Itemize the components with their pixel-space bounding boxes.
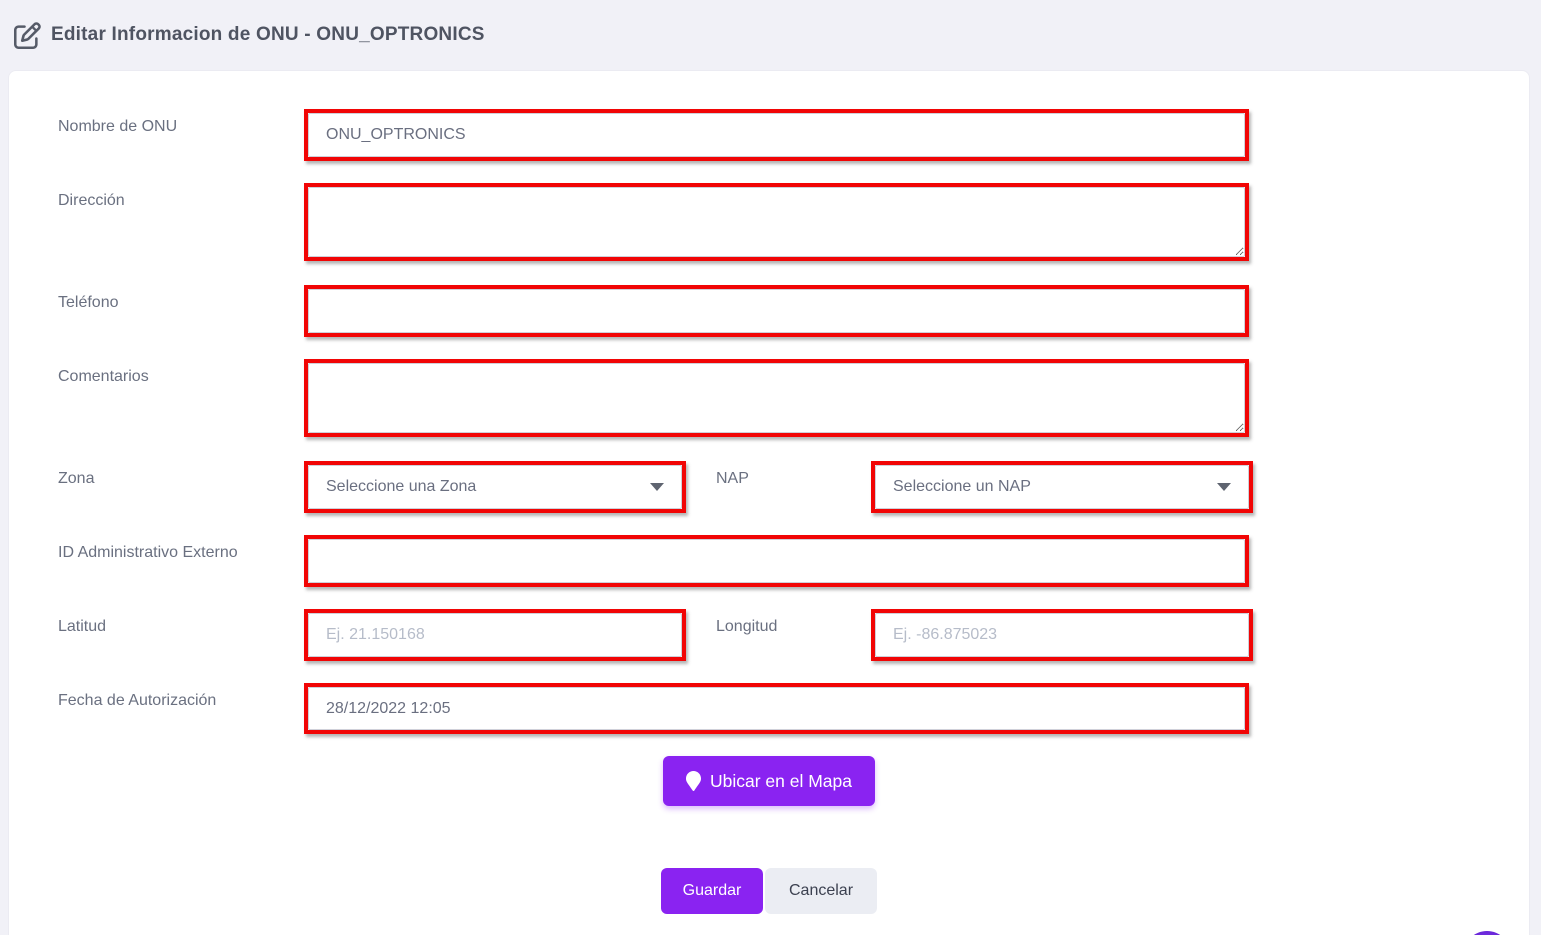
row-id-admin: ID Administrativo Externo [58,535,1249,587]
telefono-input[interactable] [308,289,1245,333]
id-admin-input[interactable] [308,539,1245,583]
comentarios-annotation-box [304,359,1249,437]
nap-select-value: Seleccione un NAP [893,478,1031,495]
nap-select[interactable]: Seleccione un NAP [875,465,1249,509]
ubicar-button-label: Ubicar en el Mapa [709,770,853,791]
fecha-annotation-box [304,683,1249,734]
row-comentarios: Comentarios [58,359,1249,437]
floating-action-button[interactable] [1463,931,1511,935]
row-telefono: Teléfono [58,285,1249,337]
actions-row: Guardar Cancelar [9,868,1529,914]
zona-label: Zona [58,470,95,487]
telefono-label: Teléfono [58,294,119,311]
zona-select-value: Seleccione una Zona [326,478,477,495]
edit-icon [14,21,41,49]
nombre-label: Nombre de ONU [58,118,178,135]
row-zona-nap: Zona Seleccione una Zona NAP Seleccione … [58,461,1253,513]
comentarios-textarea[interactable] [308,363,1245,433]
page-header: Editar Informacion de ONU - ONU_OPTRONIC… [0,0,1541,70]
chevron-down-icon [1217,483,1231,491]
latitud-input[interactable] [308,613,682,657]
row-fecha: Fecha de Autorización [58,683,1249,734]
map-pin-icon [685,771,701,791]
longitud-label: Longitud [716,618,778,635]
row-direccion: Dirección [58,183,1249,261]
direccion-label: Dirección [58,192,125,209]
id-admin-annotation-box [304,535,1249,587]
guardar-button[interactable]: Guardar [661,868,763,914]
direccion-textarea[interactable] [308,187,1245,257]
longitud-annotation-box [871,609,1253,661]
latitud-annotation-box [304,609,686,661]
row-lat-lng: Latitud Longitud [58,609,1253,661]
nap-label: NAP [716,470,749,487]
id-admin-label: ID Administrativo Externo [58,544,238,561]
latitud-label: Latitud [58,618,107,635]
telefono-annotation-box [304,285,1249,337]
fecha-input[interactable] [308,687,1245,730]
nap-annotation-box: Seleccione un NAP [871,461,1253,513]
chevron-down-icon [650,483,664,491]
fecha-label: Fecha de Autorización [58,692,217,709]
form-card: Nombre de ONU Dirección Teléfono Comenta… [8,70,1530,935]
zona-annotation-box: Seleccione una Zona [304,461,686,513]
ubicar-en-mapa-button[interactable]: Ubicar en el Mapa [662,756,876,806]
nombre-input[interactable] [308,113,1245,157]
comentarios-label: Comentarios [58,368,149,385]
longitud-input[interactable] [875,613,1249,657]
map-button-row: Ubicar en el Mapa [9,756,1529,806]
row-nombre: Nombre de ONU [58,109,1249,161]
nombre-annotation-box [304,109,1249,161]
page-title: Editar Informacion de ONU - ONU_OPTRONIC… [51,24,485,45]
direccion-annotation-box [304,183,1249,261]
cancelar-button[interactable]: Cancelar [765,868,877,914]
zona-select[interactable]: Seleccione una Zona [308,465,682,509]
